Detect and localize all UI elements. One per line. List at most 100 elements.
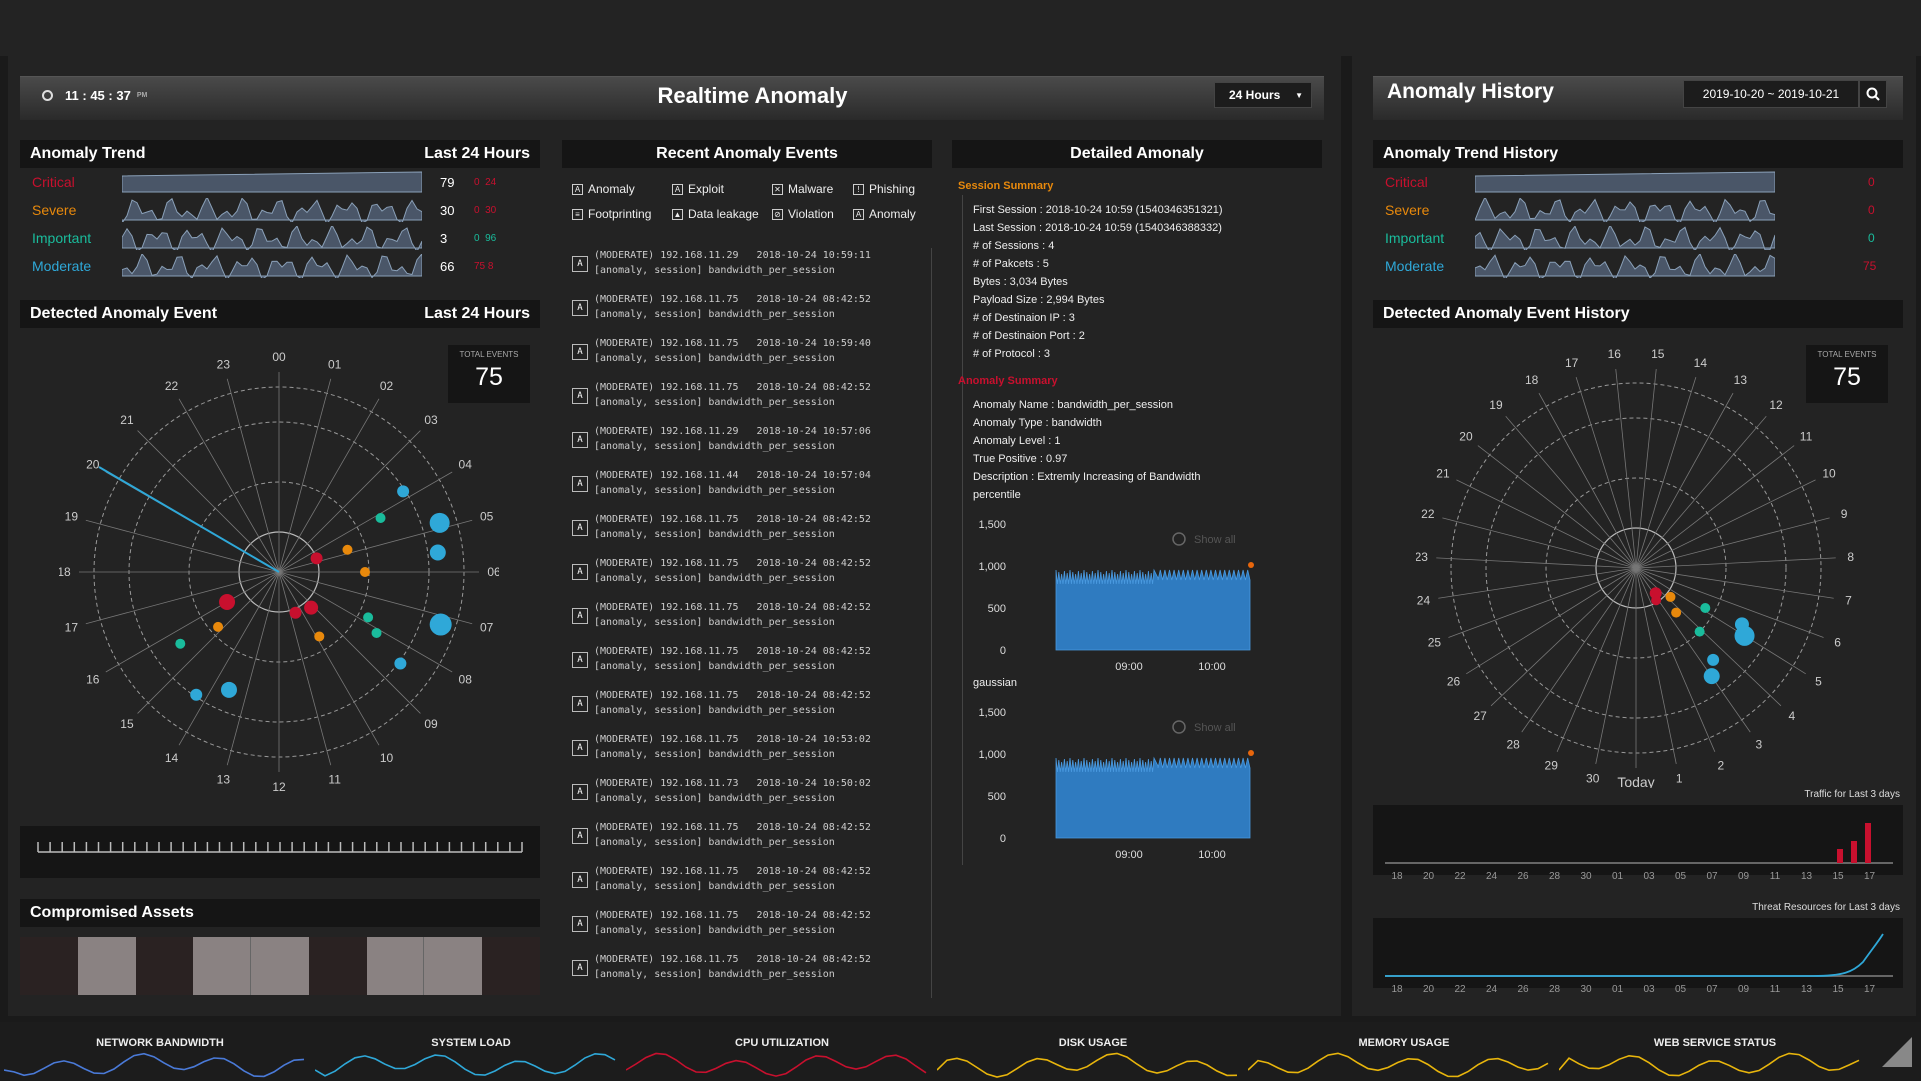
- event-list-item[interactable]: A (MODERATE) 192.168.11.75 2018-10-24 08:…: [568, 292, 928, 336]
- traffic-bar[interactable]: [1851, 841, 1857, 863]
- anomaly-point[interactable]: [1248, 562, 1254, 568]
- asset-block[interactable]: [193, 937, 252, 995]
- anomaly-point[interactable]: [1248, 750, 1254, 756]
- event-list-item[interactable]: A (MODERATE) 192.168.11.75 2018-10-24 08:…: [568, 380, 928, 424]
- anomaly-trend: Critical 79 0 24 Severe 30 0 30 Importan…: [20, 168, 540, 280]
- radar-label: 6: [1834, 636, 1841, 650]
- radar-label: 18: [59, 565, 71, 579]
- asset-block[interactable]: [251, 937, 309, 995]
- show-all-link[interactable]: Show all: [1194, 534, 1236, 546]
- filter-data-leakage[interactable]: ▲ Data leakage: [672, 207, 759, 221]
- traffic-bar[interactable]: [1837, 849, 1843, 863]
- event-dot[interactable]: [1665, 591, 1676, 602]
- event-list-item[interactable]: A (MODERATE) 192.168.11.29 2018-10-24 10:…: [568, 248, 928, 292]
- event-dot[interactable]: [1694, 626, 1705, 637]
- event-dot[interactable]: [310, 552, 323, 565]
- event-dot[interactable]: [363, 612, 374, 623]
- event-list-item[interactable]: A (MODERATE) 192.168.11.75 2018-10-24 08:…: [568, 688, 928, 732]
- event-list-item[interactable]: A (MODERATE) 192.168.11.73 2018-10-24 10:…: [568, 776, 928, 820]
- event-line-1: (MODERATE) 192.168.11.75 2018-10-24 08:4…: [594, 822, 871, 833]
- history-row-severe: Severe 0: [1373, 196, 1903, 224]
- filter-exploit[interactable]: A Exploit: [672, 182, 724, 196]
- radar-spoke: [1635, 479, 1816, 569]
- event-dot[interactable]: [375, 513, 386, 524]
- event-dot[interactable]: [213, 621, 224, 632]
- event-list-item[interactable]: A (MODERATE) 192.168.11.29 2018-10-24 10:…: [568, 424, 928, 468]
- resize-grip-icon[interactable]: [1882, 1037, 1912, 1067]
- event-dot[interactable]: [429, 544, 446, 561]
- event-list-item[interactable]: A (MODERATE) 192.168.11.75 2018-10-24 10:…: [568, 336, 928, 380]
- radar-label: 30: [1586, 772, 1600, 786]
- event-list-item[interactable]: A (MODERATE) 192.168.11.75 2018-10-24 08:…: [568, 864, 928, 908]
- asset-block[interactable]: [424, 937, 483, 995]
- event-dot[interactable]: [1707, 653, 1720, 666]
- radar-spoke: [1490, 567, 1637, 707]
- event-list-item[interactable]: A (MODERATE) 192.168.11.75 2018-10-24 08:…: [568, 820, 928, 864]
- radar-spoke: [1635, 445, 1795, 569]
- event-dot[interactable]: [342, 544, 353, 555]
- event-dot[interactable]: [429, 613, 452, 636]
- event-dot[interactable]: [1700, 603, 1711, 613]
- compromised-header: Compromised Assets: [20, 899, 540, 927]
- event-line-1: (MODERATE) 192.168.11.75 2018-10-24 08:4…: [594, 646, 871, 657]
- page-title: Realtime Anomaly: [657, 83, 848, 108]
- radar-label: 5: [1815, 675, 1822, 689]
- radar-label: 3: [1755, 737, 1762, 751]
- event-list-item[interactable]: A (MODERATE) 192.168.11.75 2018-10-24 08:…: [568, 512, 928, 556]
- filter-malware[interactable]: ✕ Malware: [772, 182, 833, 196]
- radar-spoke: [226, 571, 280, 766]
- filter-phishing[interactable]: ! Phishing: [853, 182, 915, 196]
- event-dot[interactable]: [289, 606, 302, 619]
- event-dot[interactable]: [175, 638, 186, 649]
- event-list-item[interactable]: A (MODERATE) 192.168.11.75 2018-10-24 08:…: [568, 644, 928, 688]
- event-dot[interactable]: [1703, 668, 1720, 685]
- event-dot[interactable]: [397, 485, 410, 498]
- event-dot[interactable]: [1734, 625, 1755, 646]
- search-button[interactable]: [1859, 80, 1887, 108]
- event-line-1: (MODERATE) 192.168.11.75 2018-10-24 08:4…: [594, 602, 871, 613]
- radar-spoke: [1615, 368, 1637, 569]
- y-tick-label: 1,500: [978, 519, 1006, 531]
- event-list-item[interactable]: A (MODERATE) 192.168.11.75 2018-10-24 10:…: [568, 732, 928, 776]
- event-dot[interactable]: [1651, 595, 1662, 606]
- range-select[interactable]: 24 Hours ▼: [1214, 82, 1312, 108]
- asset-block[interactable]: [77, 937, 136, 995]
- filter-footprinting[interactable]: ≡ Footprinting: [572, 207, 651, 221]
- radar-spoke: [137, 571, 280, 714]
- event-dot[interactable]: [371, 627, 382, 638]
- radar-label: 16: [1608, 348, 1622, 361]
- event-dot[interactable]: [1671, 607, 1682, 618]
- traffic-bar[interactable]: [1865, 823, 1871, 863]
- zoom-icon[interactable]: [1172, 532, 1186, 546]
- x-tick-label: 28: [1549, 984, 1561, 995]
- radar-label: 21: [120, 413, 134, 427]
- realtime-header: [20, 76, 1324, 120]
- date-range-input[interactable]: 2019-10-20 ~ 2019-10-21: [1683, 80, 1859, 108]
- event-list-item[interactable]: A (MODERATE) 192.168.11.75 2018-10-24 08:…: [568, 908, 928, 952]
- anomaly-icon: A: [853, 208, 864, 220]
- event-dot[interactable]: [394, 657, 407, 670]
- zoom-icon[interactable]: [1172, 720, 1186, 734]
- radar-spoke: [1635, 567, 1716, 752]
- show-all-link[interactable]: Show all: [1194, 722, 1236, 734]
- event-list-item[interactable]: A (MODERATE) 192.168.11.75 2018-10-24 08:…: [568, 952, 928, 996]
- filter-anomaly[interactable]: A Anomaly: [572, 182, 635, 196]
- filter-anomaly-2[interactable]: A Anomaly: [853, 207, 916, 221]
- event-dot[interactable]: [314, 631, 325, 642]
- event-line-2: [anomaly, session] bandwidth_per_session: [594, 617, 835, 628]
- event-list-item[interactable]: A (MODERATE) 192.168.11.44 2018-10-24 10:…: [568, 468, 928, 512]
- radar-spoke: [105, 571, 280, 673]
- event-dot[interactable]: [219, 594, 236, 610]
- event-dot[interactable]: [304, 600, 319, 615]
- event-dot[interactable]: [360, 567, 370, 577]
- event-list-item[interactable]: A (MODERATE) 192.168.11.75 2018-10-24 08:…: [568, 556, 928, 600]
- radar-spoke: [278, 571, 380, 746]
- event-dot[interactable]: [190, 688, 203, 701]
- asset-block[interactable]: [366, 937, 425, 995]
- event-dot[interactable]: [429, 512, 450, 533]
- filter-violation[interactable]: ⊘ Violation: [772, 207, 834, 221]
- x-tick-label: 15: [1832, 871, 1844, 882]
- radar-spoke: [178, 398, 280, 573]
- event-list-item[interactable]: A (MODERATE) 192.168.11.75 2018-10-24 08:…: [568, 600, 928, 644]
- event-dot[interactable]: [220, 681, 237, 698]
